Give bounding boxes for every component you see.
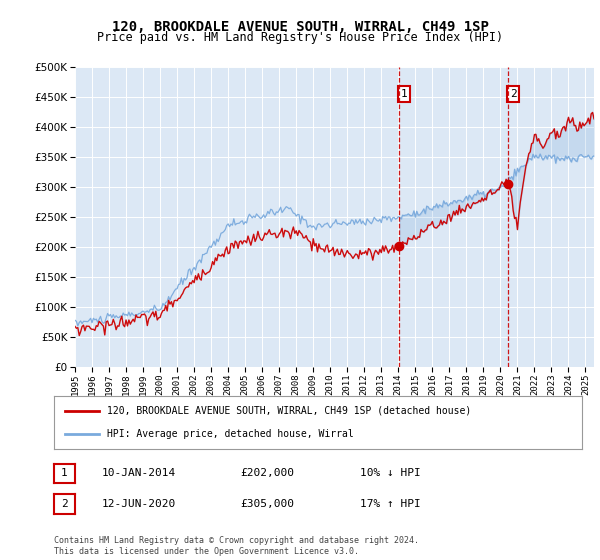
Text: 10-JAN-2014: 10-JAN-2014 (102, 468, 176, 478)
Text: 2: 2 (510, 89, 517, 99)
Text: Price paid vs. HM Land Registry's House Price Index (HPI): Price paid vs. HM Land Registry's House … (97, 31, 503, 44)
Text: £202,000: £202,000 (240, 468, 294, 478)
Text: 17% ↑ HPI: 17% ↑ HPI (360, 499, 421, 509)
Text: Contains HM Land Registry data © Crown copyright and database right 2024.
This d: Contains HM Land Registry data © Crown c… (54, 536, 419, 556)
Text: HPI: Average price, detached house, Wirral: HPI: Average price, detached house, Wirr… (107, 429, 353, 439)
Text: £305,000: £305,000 (240, 499, 294, 509)
Text: 1: 1 (61, 469, 68, 478)
Text: 10% ↓ HPI: 10% ↓ HPI (360, 468, 421, 478)
Text: 120, BROOKDALE AVENUE SOUTH, WIRRAL, CH49 1SP (detached house): 120, BROOKDALE AVENUE SOUTH, WIRRAL, CH4… (107, 406, 471, 416)
Text: 12-JUN-2020: 12-JUN-2020 (102, 499, 176, 509)
Text: 120, BROOKDALE AVENUE SOUTH, WIRRAL, CH49 1SP: 120, BROOKDALE AVENUE SOUTH, WIRRAL, CH4… (112, 20, 488, 34)
Text: 1: 1 (401, 89, 407, 99)
Text: 2: 2 (61, 500, 68, 509)
